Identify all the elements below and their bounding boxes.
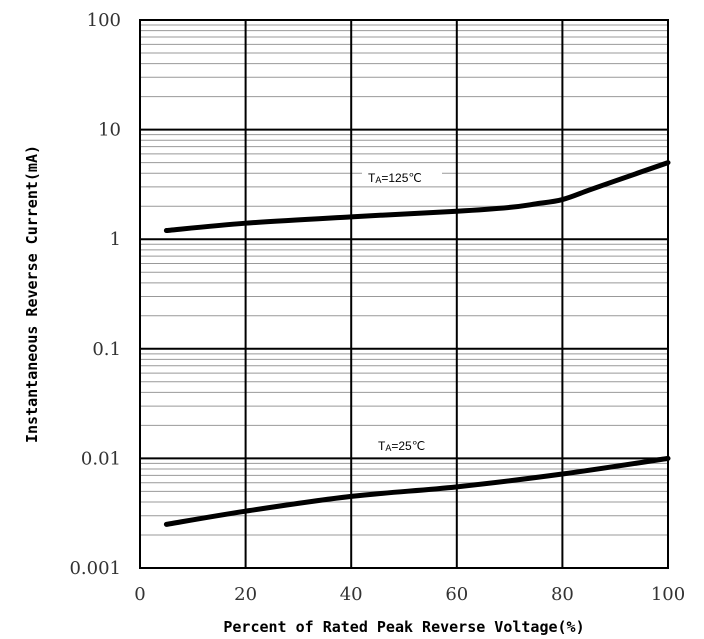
x-tick-label: 20 — [234, 584, 257, 605]
series-lines — [163, 160, 671, 527]
x-axis-title: Percent of Rated Peak Reverse Voltage(%) — [223, 618, 584, 636]
y-tick-label: 10 — [98, 120, 121, 141]
y-tick-label: 100 — [87, 10, 121, 31]
plot-frame — [139, 19, 669, 569]
y-tick-label: 0.001 — [69, 558, 121, 579]
x-tick-label: 100 — [651, 584, 685, 605]
series-line-2 — [163, 455, 671, 527]
y-axis-title: Instantaneous Reverse Current(mA) — [23, 145, 41, 443]
annotation-background — [362, 169, 442, 185]
x-tick-label: 0 — [134, 584, 145, 605]
major-gridlines — [140, 19, 668, 569]
y-tick-labels: 100 10 1 0.1 0.01 0.001 — [69, 10, 121, 579]
y-tick-label: 0.1 — [92, 339, 121, 360]
x-tick-label: 60 — [445, 584, 468, 605]
y-tick-label: 1 — [110, 229, 121, 250]
series-annotations: TA=125℃ TA=25℃ — [362, 169, 446, 453]
series-annotation-1: TA=125℃ — [368, 171, 422, 185]
x-tick-label: 80 — [551, 584, 574, 605]
series-annotation-2: TA=25℃ — [378, 439, 425, 453]
series-line-1 — [163, 160, 671, 234]
y-tick-label: 0.01 — [81, 448, 121, 469]
minor-gridlines — [140, 24, 668, 536]
x-tick-labels: 0 20 40 60 80 100 — [134, 584, 685, 605]
annotation-background — [372, 437, 446, 453]
x-tick-label: 40 — [340, 584, 363, 605]
